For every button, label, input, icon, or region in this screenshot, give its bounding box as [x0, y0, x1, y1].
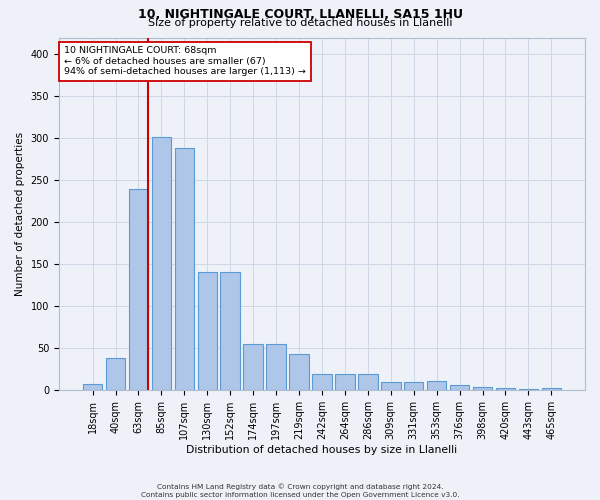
Bar: [404, 382, 424, 390]
Y-axis label: Number of detached properties: Number of detached properties: [15, 132, 25, 296]
Bar: [289, 354, 309, 391]
Bar: [381, 382, 401, 390]
Bar: [312, 374, 332, 390]
Bar: [496, 388, 515, 390]
Bar: [152, 136, 171, 390]
Bar: [106, 358, 125, 390]
Bar: [473, 387, 492, 390]
Bar: [450, 386, 469, 390]
Text: 10 NIGHTINGALE COURT: 68sqm
← 6% of detached houses are smaller (67)
94% of semi: 10 NIGHTINGALE COURT: 68sqm ← 6% of deta…: [64, 46, 306, 76]
Bar: [335, 374, 355, 390]
Bar: [197, 272, 217, 390]
Text: Contains HM Land Registry data © Crown copyright and database right 2024.
Contai: Contains HM Land Registry data © Crown c…: [140, 484, 460, 498]
Bar: [266, 344, 286, 391]
Bar: [220, 272, 240, 390]
Bar: [83, 384, 103, 390]
Bar: [427, 381, 446, 390]
Bar: [542, 388, 561, 390]
Bar: [518, 388, 538, 390]
Bar: [175, 148, 194, 390]
Bar: [358, 374, 377, 390]
Bar: [128, 188, 148, 390]
Text: 10, NIGHTINGALE COURT, LLANELLI, SA15 1HU: 10, NIGHTINGALE COURT, LLANELLI, SA15 1H…: [137, 8, 463, 20]
Bar: [244, 344, 263, 391]
X-axis label: Distribution of detached houses by size in Llanelli: Distribution of detached houses by size …: [187, 445, 458, 455]
Text: Size of property relative to detached houses in Llanelli: Size of property relative to detached ho…: [148, 18, 452, 28]
